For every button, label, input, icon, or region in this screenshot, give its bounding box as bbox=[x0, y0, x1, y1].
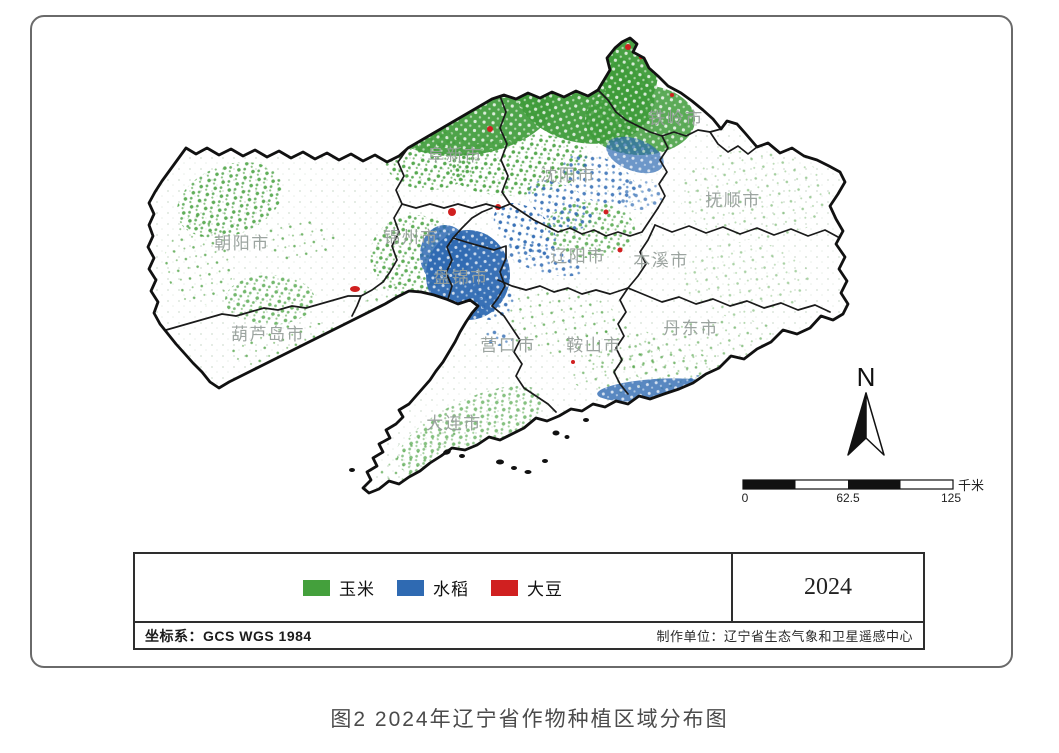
legend-item-corn: 玉米 bbox=[303, 575, 375, 600]
legend-swatch-corn bbox=[303, 579, 330, 596]
figure-caption: 图2 2024年辽宁省作物种植区域分布图 bbox=[330, 708, 729, 731]
legend-item-soybean: 大豆 bbox=[491, 575, 563, 600]
legend-year-row: 玉米 水稻 大豆 2024 bbox=[135, 554, 923, 621]
coordinate-system-label: 坐标系：GCS WGS 1984 bbox=[145, 627, 312, 644]
legend-item-rice: 水稻 bbox=[397, 575, 469, 600]
map-year: 2024 bbox=[731, 554, 923, 621]
legend-label-soybean: 大豆 bbox=[527, 580, 563, 599]
legend-label-rice: 水稻 bbox=[433, 580, 469, 599]
legend-label-corn: 玉米 bbox=[339, 580, 375, 599]
map-legend: 玉米 水稻 大豆 bbox=[135, 554, 731, 621]
footer-row: 坐标系：GCS WGS 1984 制作单位：辽宁省生态气象和卫星遥感中心 bbox=[135, 621, 923, 648]
legend-swatch-soybean bbox=[491, 579, 518, 596]
map-info-panel: 玉米 水稻 大豆 2024 坐标系：GCS WGS 1984 制作单位：辽宁省生… bbox=[133, 552, 925, 650]
producer-label: 制作单位：辽宁省生态气象和卫星遥感中心 bbox=[656, 629, 913, 644]
legend-swatch-rice bbox=[397, 579, 424, 596]
